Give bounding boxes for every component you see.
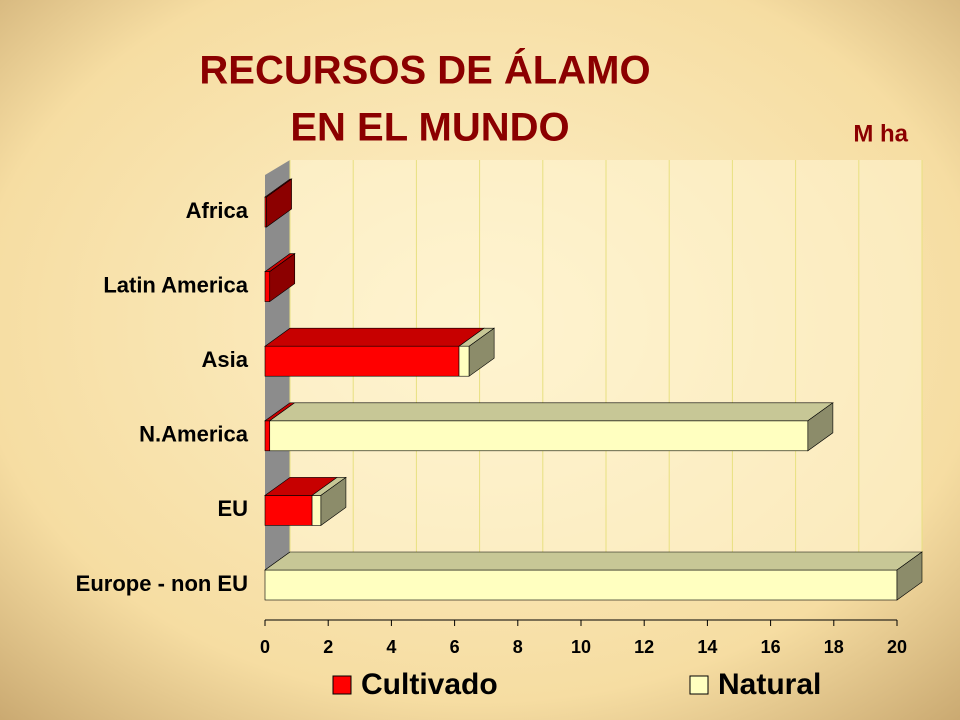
- bar-top: [264, 551, 923, 571]
- x-tick-label: 20: [887, 637, 907, 657]
- bar: [269, 420, 809, 452]
- legend-swatch: [332, 675, 352, 695]
- unit-label: M ha: [853, 120, 908, 147]
- x-tick-label: 10: [571, 637, 591, 657]
- x-tick-label: 8: [513, 637, 523, 657]
- bar: [264, 271, 271, 302]
- y-tick-label: Latin America: [103, 272, 248, 297]
- side-wall: [265, 160, 290, 600]
- y-tick-label: Africa: [186, 198, 249, 223]
- bar-side: [266, 178, 292, 228]
- x-tick-label: 16: [761, 637, 781, 657]
- bar: [311, 495, 322, 526]
- bar: [264, 495, 313, 526]
- y-tick-label: N.America: [139, 422, 249, 447]
- y-tick-label: Europe - non EU: [76, 571, 248, 596]
- bar-top: [264, 327, 485, 347]
- bar: [264, 569, 898, 601]
- chart-title: EN EL MUNDO: [290, 106, 569, 150]
- x-tick-label: 0: [260, 637, 270, 657]
- chart-title: RECURSOS DE ÁLAMO: [199, 48, 650, 93]
- x-tick-label: 14: [697, 637, 717, 657]
- bar-top: [268, 402, 834, 422]
- x-tick-label: 4: [386, 637, 396, 657]
- bar: [458, 345, 470, 377]
- x-tick-label: 12: [634, 637, 654, 657]
- bar-side: [320, 476, 347, 526]
- bar-side: [807, 402, 834, 452]
- legend-swatch: [689, 675, 709, 695]
- y-tick-label: Asia: [202, 347, 249, 372]
- bar-side: [269, 253, 296, 303]
- bar: [264, 420, 271, 452]
- legend-label: Natural: [718, 668, 821, 701]
- y-tick-label: EU: [217, 496, 248, 521]
- x-tick-label: 2: [323, 637, 333, 657]
- legend-label: Cultivado: [361, 668, 498, 701]
- bar-side: [896, 551, 923, 601]
- bar-side: [468, 327, 495, 377]
- x-tick-label: 18: [824, 637, 844, 657]
- bar: [264, 345, 460, 377]
- x-tick-label: 6: [450, 637, 460, 657]
